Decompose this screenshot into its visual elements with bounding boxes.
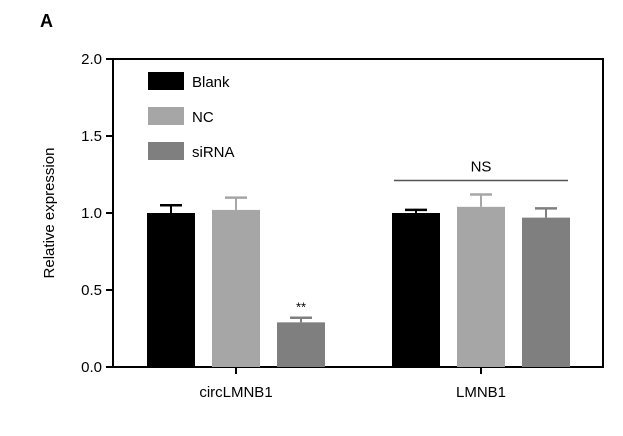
y-tick-label: 2.0 xyxy=(81,51,102,68)
x-tick-label: LMNB1 xyxy=(456,384,506,401)
panel-label: A xyxy=(40,11,53,31)
legend-label-sirna: siRNA xyxy=(192,144,235,161)
legend-swatch-blank xyxy=(148,72,184,90)
y-tick-label: 1.0 xyxy=(81,205,102,222)
bar-sirna-lmnb1 xyxy=(522,217,570,367)
bar-sirna-circlmnb1 xyxy=(277,322,325,367)
bar-nc-lmnb1 xyxy=(457,206,505,367)
legend-swatch-sirna xyxy=(148,142,184,160)
legend-label-nc: NC xyxy=(192,109,214,126)
bar-nc-circlmnb1 xyxy=(212,209,260,367)
legend-swatch-nc xyxy=(148,107,184,125)
ns-annotation: NS xyxy=(471,159,492,176)
significance-annotation: ** xyxy=(296,300,306,315)
bar-blank-lmnb1 xyxy=(392,213,440,367)
y-tick-label: 0.5 xyxy=(81,282,102,299)
y-axis-label: Relative expression xyxy=(41,148,58,279)
x-tick-label: circLMNB1 xyxy=(199,384,272,401)
legend-label-blank: Blank xyxy=(192,74,230,91)
plot-area: 0.0 0.5 1.0 1.5 2.0 Relative expression circLM… xyxy=(41,51,604,401)
y-tick-label: 0.0 xyxy=(81,359,102,376)
y-tick-label: 1.5 xyxy=(81,128,102,145)
bar-blank-circlmnb1 xyxy=(147,213,195,367)
